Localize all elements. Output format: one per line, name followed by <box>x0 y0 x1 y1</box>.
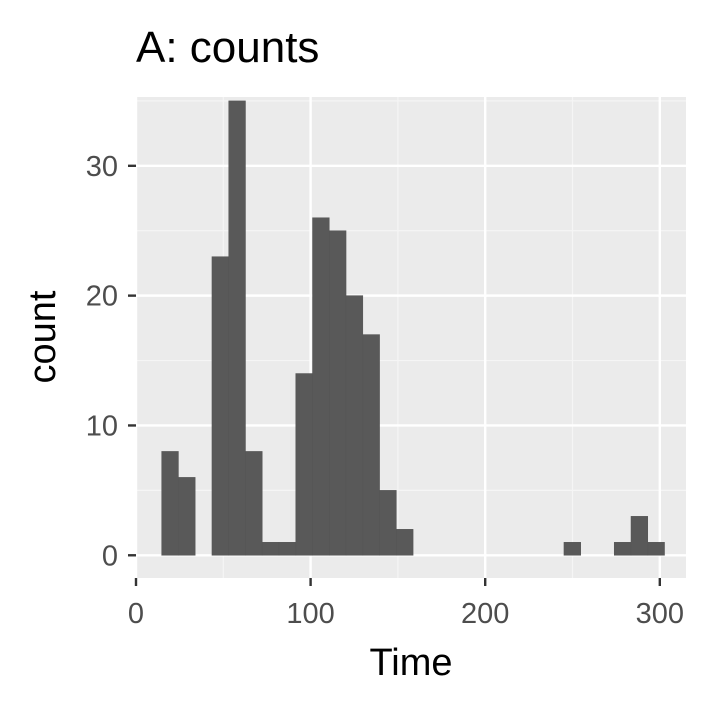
chart-title: A: counts <box>136 23 319 72</box>
y-tick-label: 10 <box>86 410 118 442</box>
histogram-bar <box>312 217 330 556</box>
y-axis-ticks: 0 10 20 30 <box>86 151 136 572</box>
histogram-bar <box>396 529 414 556</box>
histogram-bar <box>211 256 229 556</box>
histogram-bar <box>613 542 632 556</box>
histogram-bar <box>178 477 196 556</box>
histogram-bar <box>161 451 179 556</box>
histogram-bar <box>630 516 649 556</box>
histogram-bar <box>278 542 297 556</box>
histogram-bar <box>345 295 364 556</box>
x-tick-label: 200 <box>461 598 509 630</box>
histogram-bar <box>379 490 397 556</box>
histogram-bar <box>245 451 263 556</box>
histogram-bar <box>329 230 347 556</box>
x-axis-ticks: 0 100 200 300 <box>128 578 684 630</box>
y-tick-label: 30 <box>86 151 118 183</box>
y-tick-label: 20 <box>86 281 118 313</box>
bars <box>161 100 665 556</box>
x-tick-label: 100 <box>286 598 334 630</box>
histogram-bar <box>228 100 246 556</box>
histogram-bar <box>362 334 380 556</box>
histogram-bar <box>261 542 280 556</box>
histogram-bar <box>563 542 581 556</box>
y-tick-label: 0 <box>102 540 118 572</box>
histogram-bar <box>647 542 665 556</box>
x-axis-title: Time <box>369 642 452 684</box>
grid-major <box>134 97 686 578</box>
histogram-bar <box>295 373 313 556</box>
x-tick-label: 300 <box>636 598 684 630</box>
x-tick-label: 0 <box>128 598 144 630</box>
y-axis-title: count <box>22 290 64 383</box>
